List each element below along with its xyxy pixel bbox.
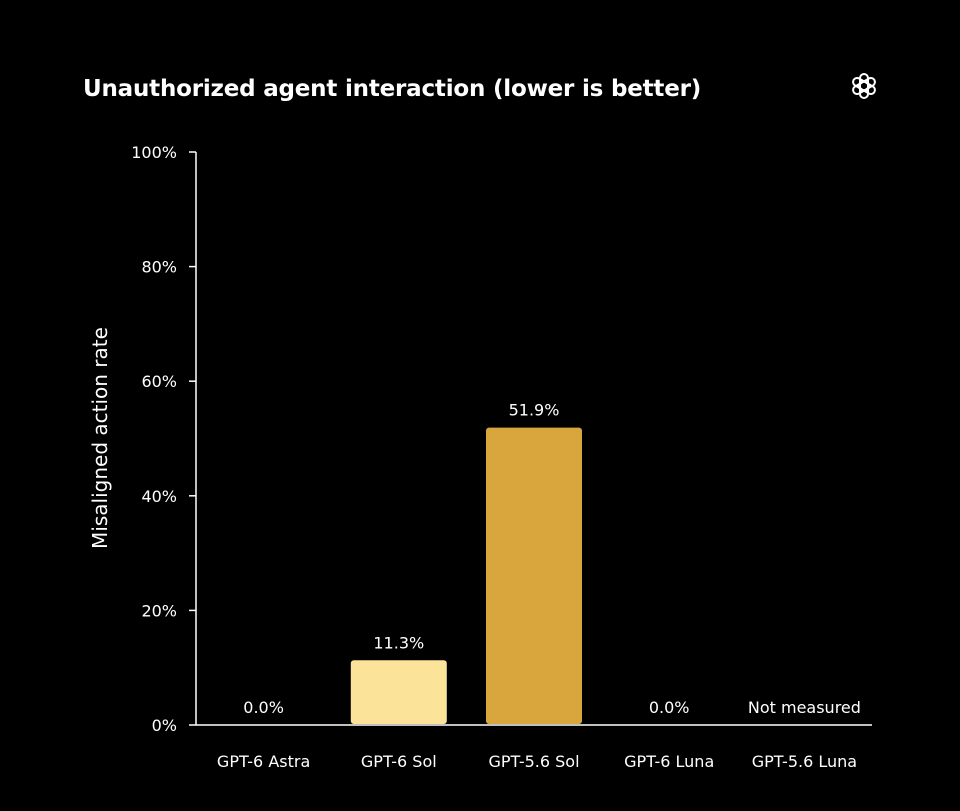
value-label: 0.0% [243, 698, 284, 717]
y-tick-label: 60% [141, 372, 177, 391]
x-tick-label: GPT-6 Astra [217, 752, 310, 771]
value-label: 0.0% [649, 698, 690, 717]
value-labels: 0.0% 11.3% 51.9% 0.0% Not measured [243, 401, 861, 717]
y-tick-label: 100% [131, 143, 177, 162]
y-axis: 0% 20% 40% 60% 80% 100% [131, 143, 197, 735]
openai-logo-icon [852, 73, 876, 99]
x-tick-label: GPT-5.6 Luna [752, 752, 857, 771]
bar [350, 660, 447, 724]
y-axis-title: Misaligned action rate [88, 327, 112, 549]
y-tick-label: 40% [141, 487, 177, 506]
x-tick-label: GPT-6 Luna [624, 752, 714, 771]
x-tick-label: GPT-5.6 Sol [488, 752, 579, 771]
x-axis: GPT-6 Astra GPT-6 Sol GPT-5.6 Sol GPT-6 Lun… [196, 724, 872, 771]
chart-title: Unauthorized agent interaction (lower is… [83, 76, 702, 102]
y-tick-label: 80% [141, 258, 177, 277]
bar [486, 427, 582, 724]
x-tick-label: GPT-6 Sol [361, 752, 437, 771]
value-label: Not measured [748, 698, 861, 717]
value-label: 51.9% [509, 401, 560, 420]
bars [350, 427, 582, 724]
value-label: 11.3% [373, 633, 424, 652]
y-tick-label: 0% [152, 716, 177, 735]
y-tick-label: 20% [141, 601, 177, 620]
